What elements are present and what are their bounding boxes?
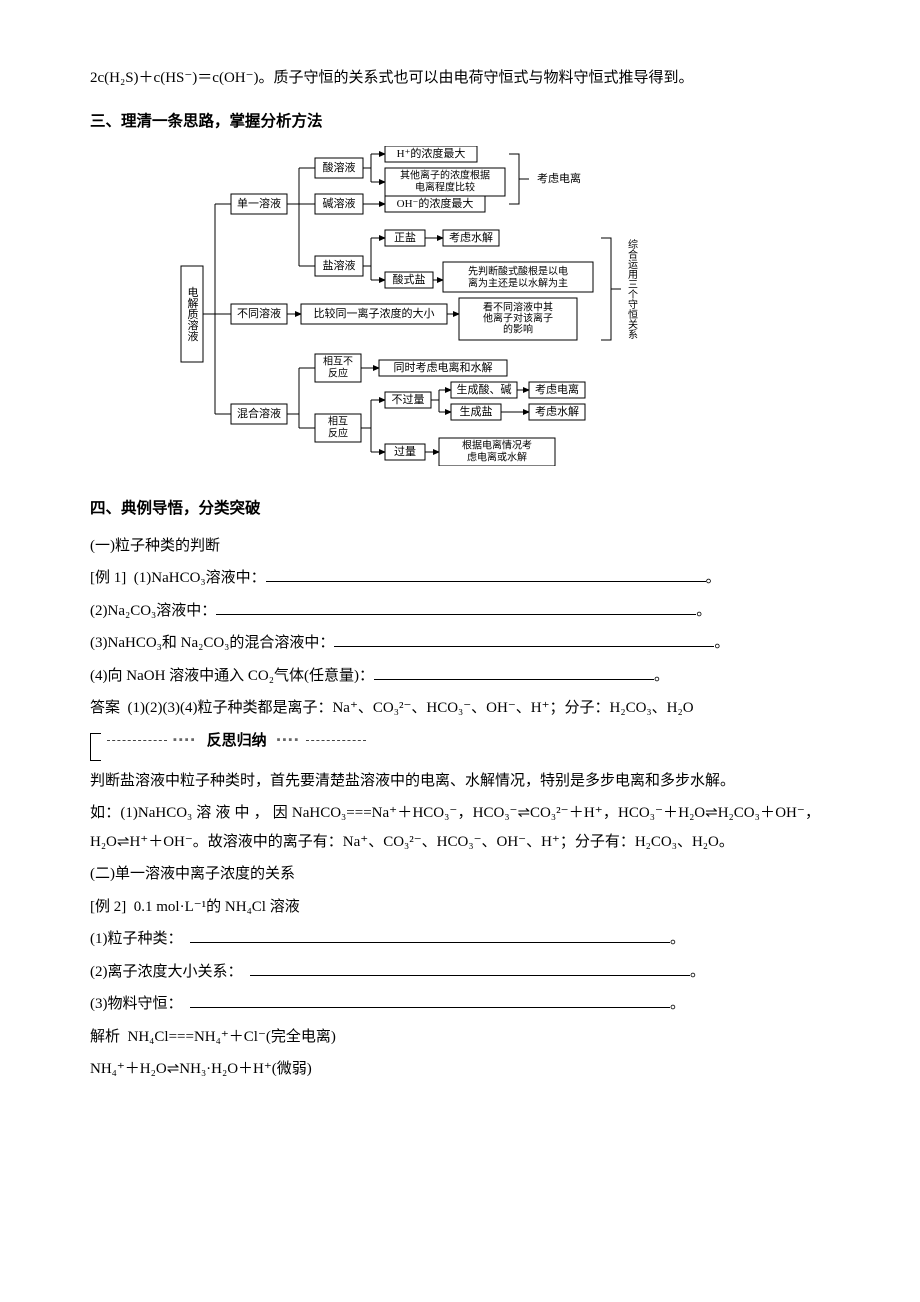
salt-normal: 正盐 [394,231,416,244]
svg-text:反应: 反应 [328,426,348,439]
ex2-stem: [例 2] 0.1 mol·L⁻¹的 NH₄Cl 溶液 [90,893,820,922]
ex1-line3: (3)NaHCO₃和 Na₂CO₃的混合溶液中：。 [90,629,820,658]
svg-text:的影响: 的影响 [503,322,533,335]
bracket-icon [90,733,101,761]
node-acid: 酸溶液 [323,160,356,174]
sub-4-1: (一)粒子种类的判断 [90,532,820,561]
node-salt: 盐溶液 [323,258,356,272]
blank [190,992,670,1008]
ex2-label: [例 2] [90,899,126,915]
ex2-q1: (1)粒子种类： [90,931,183,947]
ex1-q2: (2)Na₂CO₃溶液中： [90,603,216,619]
ex2-stem-text: 0.1 mol·L⁻¹的 NH₄Cl 溶液 [134,899,300,915]
blank [374,664,654,680]
dash-line [107,740,167,741]
svg-text:相互: 相互 [328,414,348,427]
gen-acid-base: 生成酸、碱 [457,382,512,396]
note-ionize: 考虑电离 [535,382,579,396]
salt-acidic: 酸式盐 [393,272,426,286]
svg-text:他离子对该离子: 他离子对该离子 [483,311,553,324]
not-excess: 不过量 [392,393,425,406]
blank [266,566,706,582]
dots-icon: ▪▪▪▪ [173,730,197,751]
svg-text:看不同溶液中其: 看不同溶液中其 [483,300,553,313]
sol1-text: NH₄Cl===NH₄⁺＋Cl⁻(完全电离) [128,1029,336,1045]
ex2-q3: (3)物料守恒： [90,996,183,1012]
right-note: 综合运用三个守恒关系 [626,238,638,339]
flowchart-diagram: 电解质溶液 单一溶液 不同溶液 混合溶液 酸溶液 碱溶液 盐溶液 H⁺的浓度最大… [90,146,820,477]
sol-label: 解析 [90,1029,120,1045]
ex1-line4: (4)向 NaOH 溶液中通入 CO₂气体(任意量)：。 [90,662,820,691]
sub-4-2: (二)单一溶液中离子浓度的关系 [90,860,820,889]
dots-icon: ▪▪▪▪ [277,730,301,751]
ex1-q3: (3)NaHCO₃和 Na₂CO₃的混合溶液中： [90,635,334,651]
reflect-heading: ▪▪▪▪ 反思归纳 ▪▪▪▪ [90,733,820,761]
svg-text:先判断酸式酸根是以电: 先判断酸式酸根是以电 [468,264,568,277]
note-hydro: 考虑水解 [535,404,579,418]
reflect-p2: 如：(1)NaHCO₃ 溶 液 中 ， 因 NaHCO₃===Na⁺＋HCO₃⁻… [90,799,820,856]
node-root: 电解质溶液 [186,286,199,342]
node-mix: 混合溶液 [237,406,281,420]
acid-base-note: 考虑电离 [537,171,581,185]
dash-line [306,740,366,741]
ex1-line1: [例 1] (1)NaHCO₃溶液中：。 [90,564,820,593]
ex1-answer: 答案 (1)(2)(3)(4)粒子种类都是离子：Na⁺、CO₃²⁻、HCO₃⁻、… [90,694,820,723]
blank [216,599,696,615]
svg-text:离为主还是以水解为主: 离为主还是以水解为主 [468,276,568,289]
reflect-title: 反思归纳 [207,727,267,756]
blank [250,960,690,976]
gen-salt: 生成盐 [460,404,493,418]
heading-section-3: 三、理清一条思路，掌握分析方法 [90,107,820,136]
diff-mid: 比较同一离子浓度的大小 [314,306,435,320]
ex2-sol-1: 解析 NH₄Cl===NH₄⁺＋Cl⁻(完全电离) [90,1023,820,1052]
ex1-q1: (1)NaHCO₃溶液中： [134,570,266,586]
ex1-label: [例 1] [90,570,126,586]
acid-out-1: H⁺的浓度最大 [397,146,466,160]
svg-text:相互不: 相互不 [323,354,353,367]
svg-text:反应: 反应 [328,366,348,379]
ex2-line1: (1)粒子种类： 。 [90,925,820,954]
svg-text:电离程度比较: 电离程度比较 [415,180,475,193]
excess: 过量 [394,445,416,458]
mix-no-react: 同时考虑电离和水解 [394,360,493,374]
answer-label: 答案 [90,700,120,716]
blank [190,927,670,943]
node-base: 碱溶液 [323,196,356,210]
heading-section-4: 四、典例导悟，分类突破 [90,494,820,523]
svg-text:虑电离或水解: 虑电离或水解 [467,450,527,463]
ex2-line3: (3)物料守恒： 。 [90,990,820,1019]
answer-text: (1)(2)(3)(4)粒子种类都是离子：Na⁺、CO₃²⁻、HCO₃⁻、OH⁻… [128,700,694,716]
ex2-q2: (2)离子浓度大小关系： [90,964,243,980]
ex1-line2: (2)Na₂CO₃溶液中：。 [90,597,820,626]
blank [334,631,714,647]
ex2-line2: (2)离子浓度大小关系： 。 [90,958,820,987]
node-single: 单一溶液 [237,196,281,210]
reflect-p1: 判断盐溶液中粒子种类时，首先要清楚盐溶液中的电离、水解情况，特别是多步电离和多步… [90,767,820,796]
salt-normal-note: 考虑水解 [449,230,493,244]
ex2-sol-2: NH₄⁺＋H₂O⇌NH₃·H₂O＋H⁺(微弱) [90,1055,820,1084]
base-out: OH⁻的浓度最大 [397,196,474,210]
ex1-q4: (4)向 NaOH 溶液中通入 CO₂气体(任意量)： [90,668,374,684]
svg-text:根据电离情况考: 根据电离情况考 [462,438,532,451]
node-diff: 不同溶液 [237,306,281,320]
top-equation: 2c(H₂S)＋c(HS⁻)＝c(OH⁻)。质子守恒的关系式也可以由电荷守恒式与… [90,64,820,93]
svg-text:其他离子的浓度根据: 其他离子的浓度根据 [400,168,490,181]
